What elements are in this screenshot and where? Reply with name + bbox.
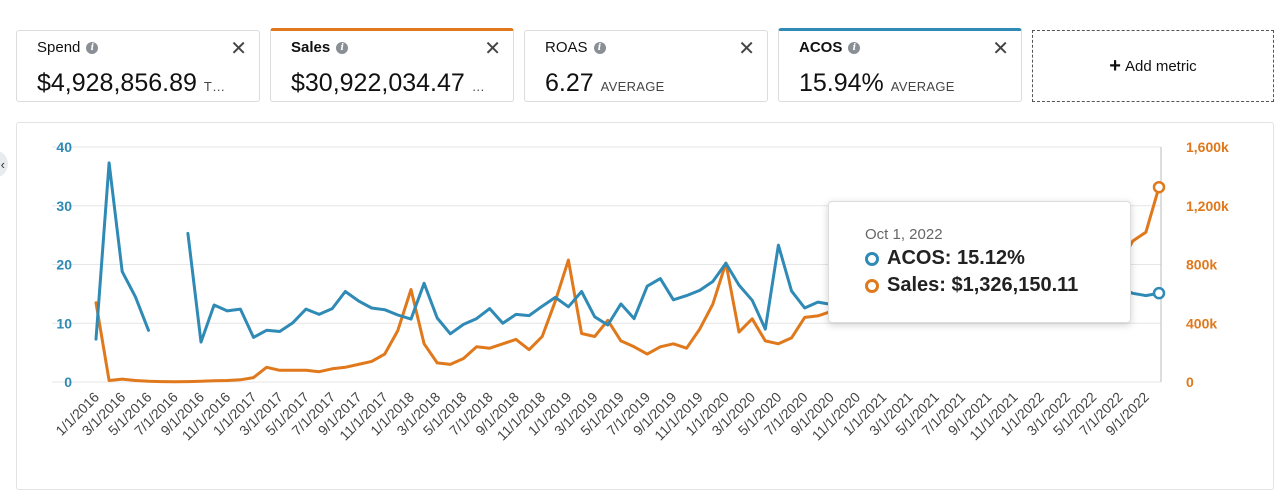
metric-label: Spend: [37, 39, 81, 56]
metric-value-text: $30,922,034.47: [291, 69, 465, 97]
add-metric-label: Add metric: [1124, 57, 1197, 75]
plus-icon: +: [1109, 54, 1121, 77]
y-right-tick-label: 800k: [1186, 257, 1217, 273]
metric-suffix: AVERAGE: [600, 79, 665, 94]
metric-suffix: AVERAGE: [890, 79, 955, 94]
tooltip-sales-label: Sales:: [887, 274, 946, 296]
metric-name: Sales i: [291, 39, 349, 56]
add-metric-button[interactable]: + Add metric: [1032, 30, 1274, 102]
metric-value-text: 6.27: [545, 69, 594, 97]
y-left-tick-label: 40: [56, 139, 72, 155]
series-point-sales: [1152, 180, 1166, 194]
metric-value: 15.94% AVERAGE: [799, 69, 1011, 98]
metric-card-sales[interactable]: Sales i ✕ $30,922,034.47 …: [270, 28, 514, 102]
metric-label: ACOS: [799, 39, 843, 56]
metric-suffix: T…: [203, 79, 226, 94]
metric-suffix: …: [471, 79, 486, 94]
tooltip-acos-label: ACOS:: [887, 247, 952, 269]
y-left-tick-label: 30: [56, 198, 72, 214]
y-right-tick-label: 0: [1186, 374, 1194, 390]
info-icon[interactable]: i: [593, 41, 606, 54]
metric-label: Sales: [291, 39, 331, 56]
chart-tooltip: Oct 1, 2022 ACOS: 15.12% Sales: $1,326,1…: [828, 201, 1131, 323]
y-right-tick-label: 400k: [1186, 315, 1217, 331]
sales-marker-icon: [865, 278, 879, 293]
y-right-tick-label: 1,600k: [1186, 139, 1229, 155]
info-icon[interactable]: i: [848, 41, 861, 54]
metric-value-text: $4,928,856.89: [37, 69, 197, 97]
metric-label: ROAS: [545, 39, 588, 56]
metric-value: $4,928,856.89 T…: [37, 69, 249, 98]
y-left-tick-label: 10: [56, 315, 72, 331]
close-icon[interactable]: ✕: [484, 38, 501, 60]
metric-card-spend[interactable]: Spend i ✕ $4,928,856.89 T…: [16, 30, 260, 102]
info-icon[interactable]: i: [336, 41, 349, 54]
collapse-panel-tab[interactable]: ‹: [0, 150, 8, 178]
close-icon[interactable]: ✕: [230, 38, 247, 60]
metric-name: ROAS i: [545, 39, 606, 56]
metric-card-roas[interactable]: ROAS i ✕ 6.27 AVERAGE: [524, 30, 768, 102]
tooltip-acos-value: 15.12%: [957, 247, 1025, 269]
close-icon[interactable]: ✕: [992, 38, 1009, 60]
tooltip-date: Oct 1, 2022: [865, 226, 943, 243]
close-icon[interactable]: ✕: [738, 38, 755, 60]
y-left-tick-label: 20: [56, 257, 72, 273]
tooltip-sales-row: Sales: $1,326,150.11: [865, 274, 1130, 297]
acos-marker-icon: [865, 251, 879, 266]
tooltip-acos-row: ACOS: 15.12%: [865, 247, 1130, 270]
metric-value: $30,922,034.47 …: [291, 69, 503, 98]
chevron-left-icon: ‹: [0, 156, 5, 172]
tooltip-sales-value: $1,326,150.11: [951, 274, 1079, 296]
y-left-tick-label: 0: [64, 374, 72, 390]
metric-value-text: 15.94%: [799, 69, 884, 97]
series-point-acos: [1152, 286, 1166, 300]
metric-card-acos[interactable]: ACOS i ✕ 15.94% AVERAGE: [778, 28, 1022, 102]
metric-name: Spend i: [37, 39, 99, 56]
info-icon[interactable]: i: [86, 41, 99, 54]
metric-name: ACOS i: [799, 39, 861, 56]
y-right-tick-label: 1,200k: [1186, 198, 1229, 214]
metric-value: 6.27 AVERAGE: [545, 69, 757, 98]
